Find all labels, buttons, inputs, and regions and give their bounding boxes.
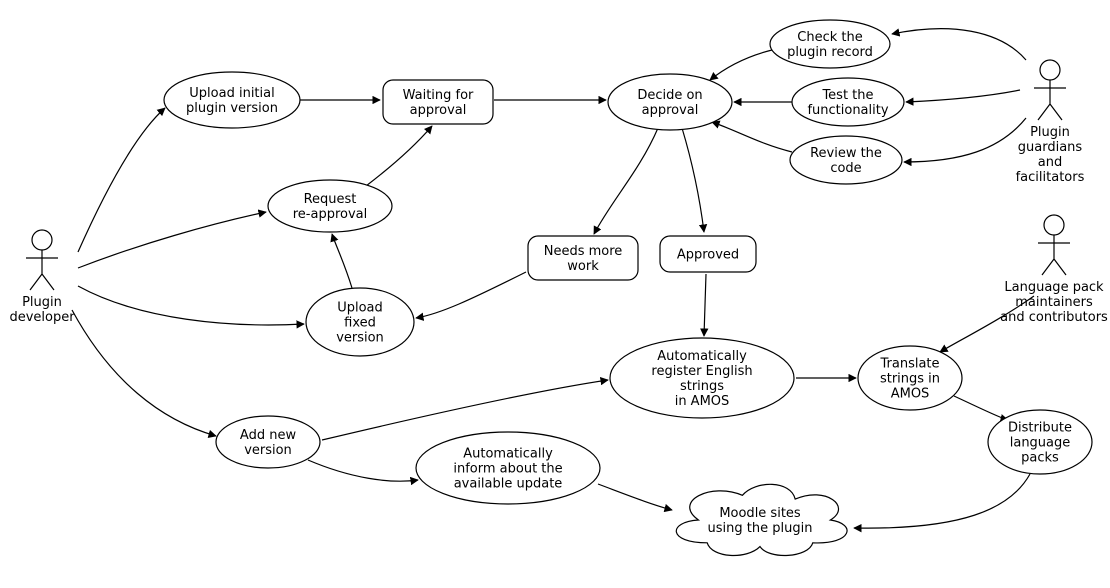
node-request_reappr: Requestre-approval xyxy=(268,180,392,232)
edge-guardians-to-check xyxy=(892,29,1026,60)
edge-dev-to-addnew xyxy=(72,310,216,436)
edge-check-to-decide xyxy=(710,50,772,80)
edge-review-to-decide xyxy=(712,122,792,152)
node-auto_register: Automaticallyregister Englishstringsin A… xyxy=(610,338,794,418)
node-check_record: Check theplugin record xyxy=(770,20,890,68)
edge-translate-to-dist xyxy=(954,396,1008,420)
edge-req-to-waiting xyxy=(366,126,432,186)
node-label-decide: Decide onapproval xyxy=(637,88,702,118)
node-label-request_reappr: Requestre-approval xyxy=(293,192,368,222)
edge-dev-to-req xyxy=(78,212,266,268)
edge-addnew-to-inform xyxy=(308,460,418,481)
node-label-auto_inform: Automaticallyinform about theavailable u… xyxy=(453,447,562,492)
node-label-add_new_version: Add newversion xyxy=(240,428,297,458)
node-upload_initial: Upload initialplugin version xyxy=(164,72,300,128)
actor-maintainers: Language packmaintainersand contributors xyxy=(1000,215,1108,325)
edge-inform-to-moodle xyxy=(598,484,672,510)
node-auto_inform: Automaticallyinform about theavailable u… xyxy=(416,432,600,504)
node-distribute: Distributelanguagepacks xyxy=(988,410,1092,474)
node-label-check_record: Check theplugin record xyxy=(787,30,873,60)
edge-guardians-to-review xyxy=(904,118,1026,162)
actor-guardians: Pluginguardiansandfacilitators xyxy=(1016,60,1085,185)
node-waiting: Waiting forapproval xyxy=(383,80,493,124)
actor-developer: Plugindeveloper xyxy=(9,230,75,325)
node-decide: Decide onapproval xyxy=(608,74,732,130)
node-approved: Approved xyxy=(660,236,756,272)
node-label-approved: Approved xyxy=(677,248,739,263)
node-test_func: Test thefunctionality xyxy=(792,78,904,126)
actor-label-developer: Plugindeveloper xyxy=(9,295,75,325)
node-needs_more: Needs morework xyxy=(528,236,638,280)
node-upload_fixed: Uploadfixedversion xyxy=(306,288,414,356)
edge-dev-to-upload xyxy=(78,108,165,252)
node-label-moodle_sites: Moodle sitesusing the plugin xyxy=(708,506,813,536)
node-label-upload_initial: Upload initialplugin version xyxy=(186,86,278,116)
edge-guardians-to-test xyxy=(906,90,1020,102)
node-label-waiting: Waiting forapproval xyxy=(403,88,474,118)
edge-needs-to-uploadfix xyxy=(416,272,526,318)
edge-addnew-to-reg xyxy=(322,380,608,440)
node-moodle_sites: Moodle sitesusing the plugin xyxy=(676,484,847,555)
edge-approved-to-reg xyxy=(704,274,706,336)
node-review_code: Review thecode xyxy=(790,136,902,184)
node-translate: Translatestrings inAMOS xyxy=(858,346,962,410)
plugin-workflow-diagram: Upload initialplugin version Waiting fora… xyxy=(0,0,1110,588)
edge-dist-to-moodle xyxy=(854,474,1030,528)
edge-uploadfix-to-req xyxy=(332,234,352,288)
actor-label-maintainers: Language packmaintainersand contributors xyxy=(1000,280,1108,325)
edge-dev-to-uploadfix xyxy=(78,286,304,325)
edge-decide-to-needs xyxy=(594,128,658,234)
edge-decide-to-approved xyxy=(682,128,704,232)
node-add_new_version: Add newversion xyxy=(216,416,320,468)
actor-label-guardians: Pluginguardiansandfacilitators xyxy=(1016,125,1085,185)
